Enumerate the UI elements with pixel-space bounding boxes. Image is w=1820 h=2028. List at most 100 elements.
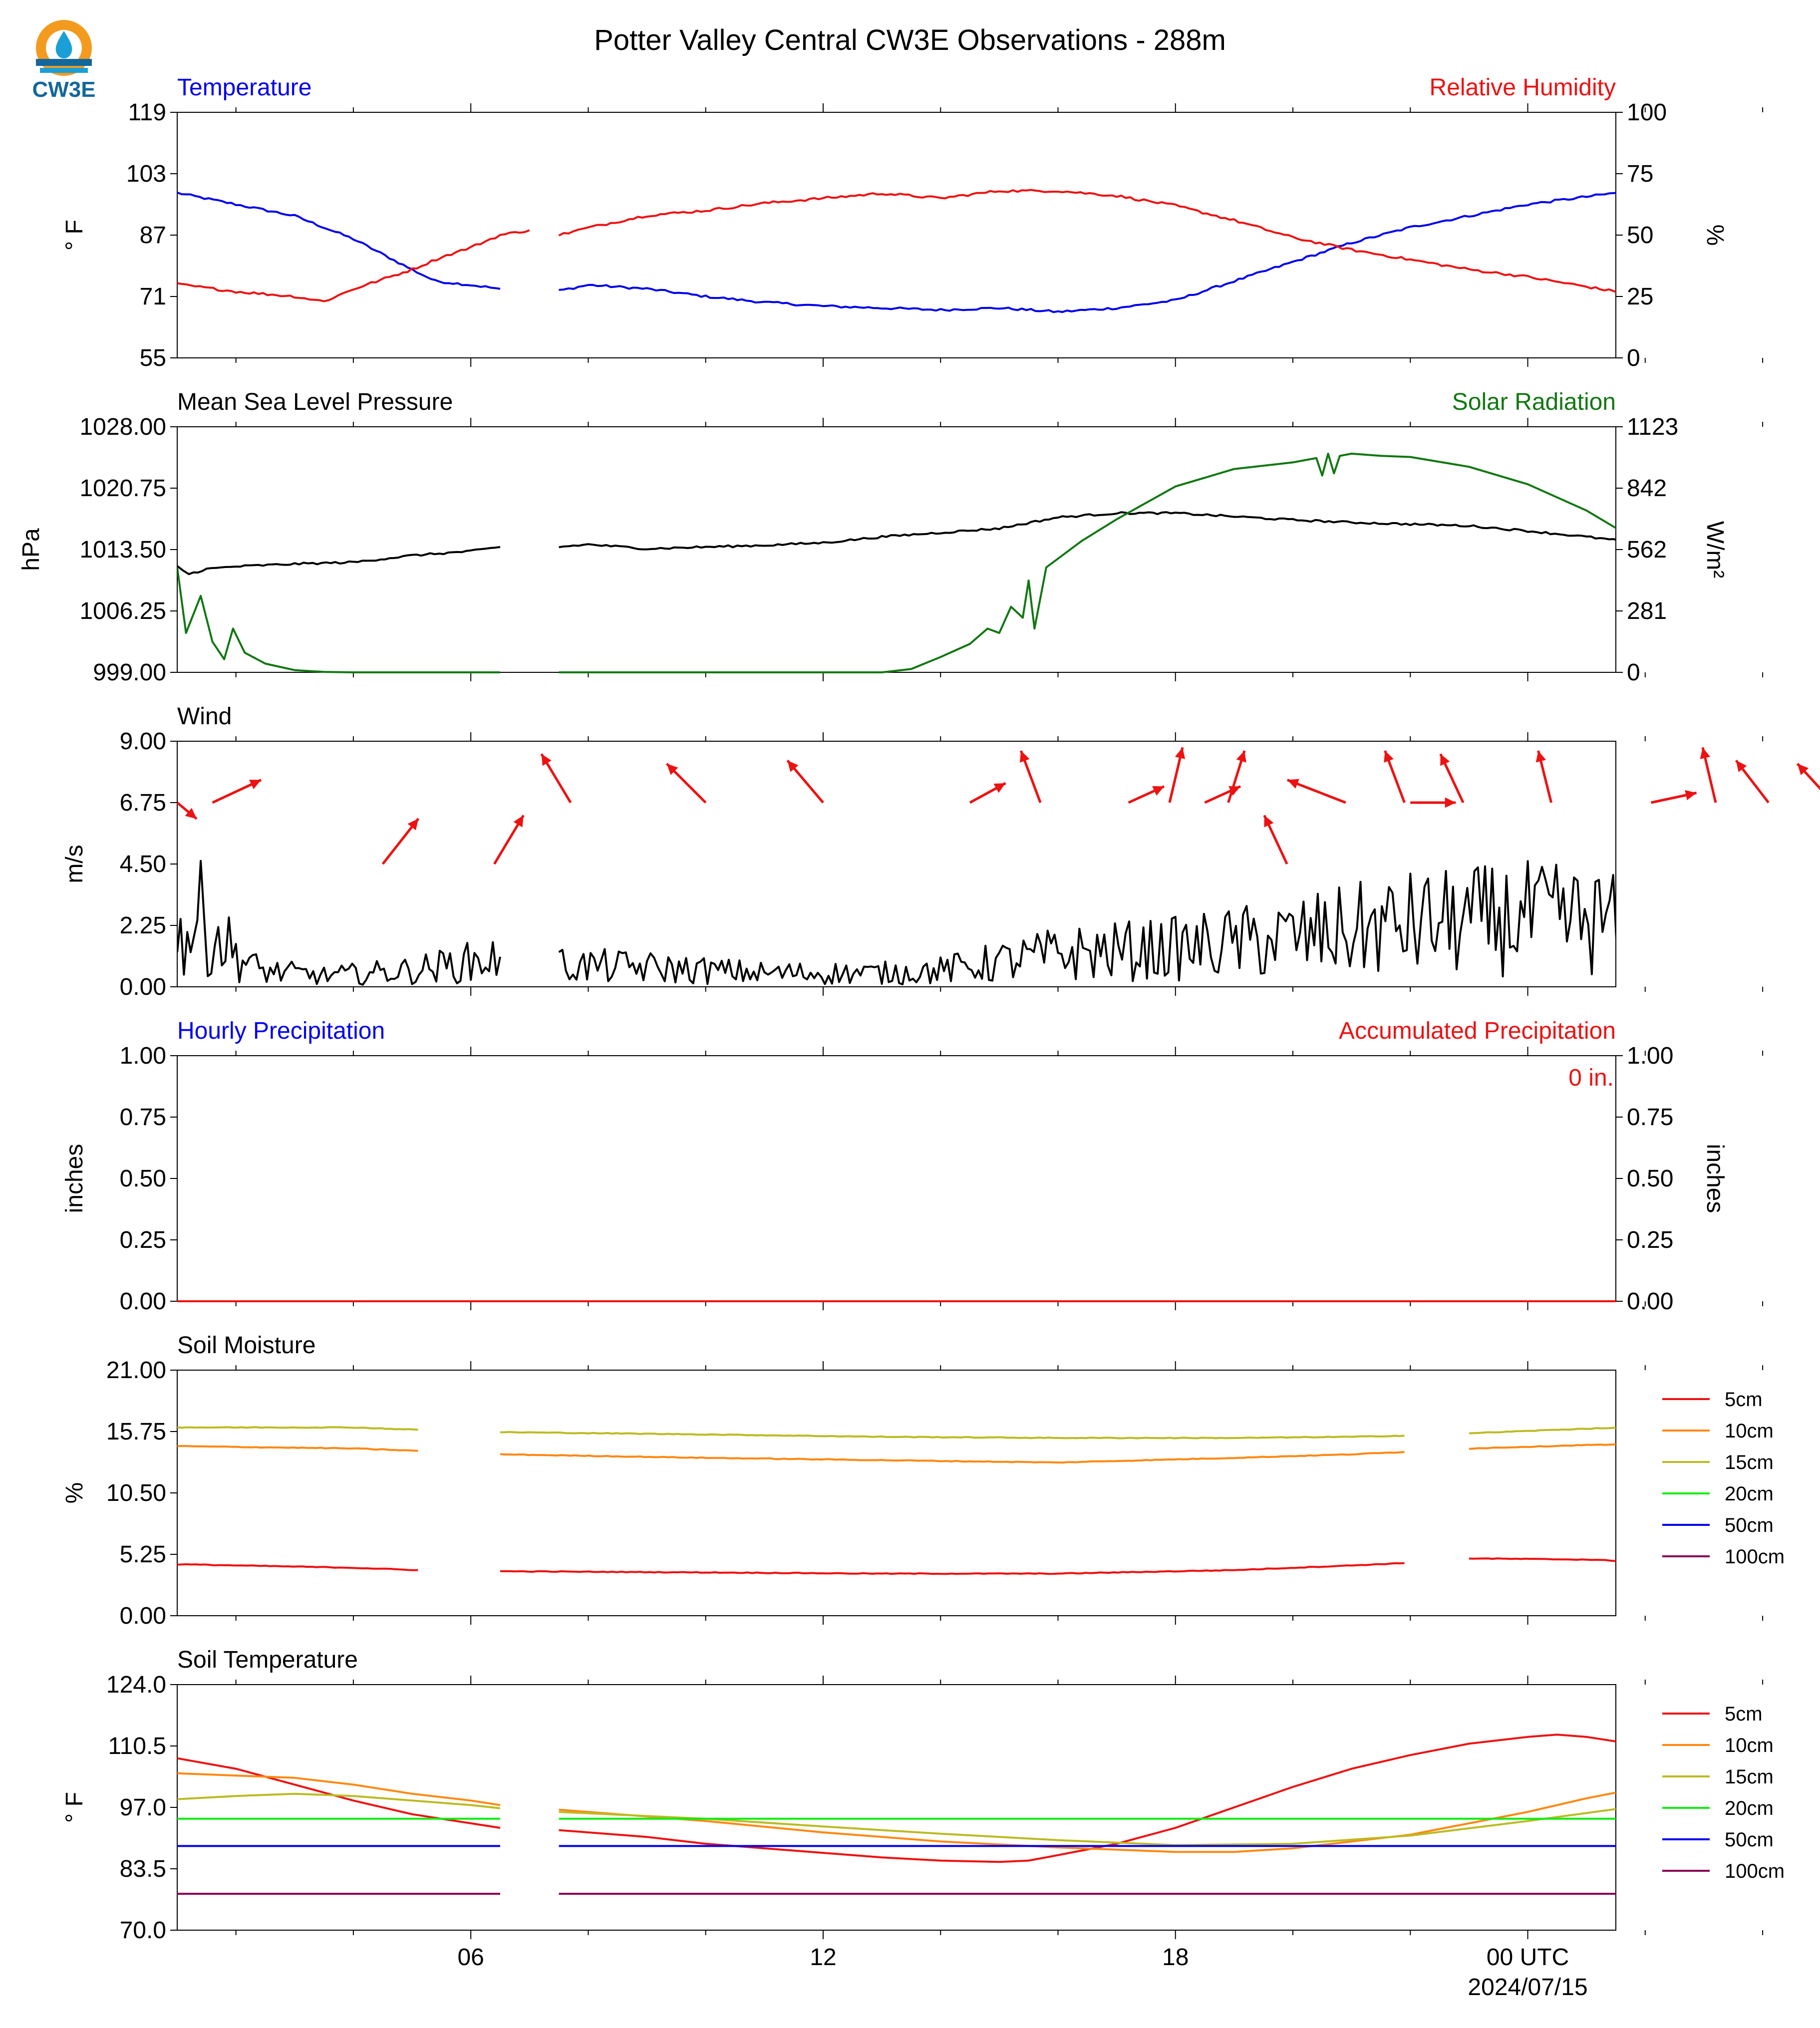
series-segment bbox=[558, 189, 1616, 293]
legend-label: 15cm bbox=[1725, 1451, 1774, 1473]
series-segment bbox=[177, 1757, 501, 1829]
panel-title-left: Temperature bbox=[177, 74, 311, 101]
y-tick-label-left: 124.0 bbox=[106, 1672, 166, 1698]
panel-title-left: Hourly Precipitation bbox=[177, 1018, 385, 1044]
panel-title-left: Mean Sea Level Pressure bbox=[177, 389, 453, 415]
y-tick-label-left: 70.0 bbox=[120, 1917, 166, 1944]
y-tick-label-left: 1.00 bbox=[120, 1043, 166, 1069]
y-tick-label-left: 97.0 bbox=[120, 1794, 166, 1821]
wind-arrow-head bbox=[249, 780, 262, 790]
y-tick-label-left: 1028.00 bbox=[79, 414, 166, 440]
series-wind-speed bbox=[177, 860, 1616, 986]
x-tick-label: 12 bbox=[810, 1944, 836, 1971]
wind-arrow-head bbox=[513, 815, 524, 828]
series-5cm bbox=[177, 1557, 1616, 1575]
wind-arrow bbox=[1439, 753, 1465, 804]
legend-label: 20cm bbox=[1725, 1483, 1774, 1505]
y-tick-label-left: 1020.75 bbox=[79, 475, 166, 502]
y-tick-label-left: 10.50 bbox=[106, 1480, 166, 1506]
series-segment bbox=[177, 567, 500, 673]
wind-arrow-head bbox=[1175, 747, 1186, 759]
y-tick-label-left: 0.50 bbox=[120, 1165, 166, 1192]
y-tick-label-left: 110.5 bbox=[108, 1733, 166, 1759]
y-tick-label-left: 9.00 bbox=[120, 728, 166, 755]
y-tick-label-right: 100 bbox=[1627, 99, 1667, 126]
y-axis-label-left: hPa bbox=[18, 528, 44, 571]
y-tick-label-left: 5.25 bbox=[120, 1541, 166, 1568]
wind-arrow-head bbox=[1736, 760, 1747, 772]
series-segment bbox=[500, 1451, 1405, 1464]
y-tick-label-left: 55 bbox=[140, 345, 166, 371]
y-tick-label-left: 15.75 bbox=[106, 1419, 166, 1445]
wind-arrow bbox=[1286, 779, 1346, 804]
series-segment bbox=[177, 1772, 501, 1806]
panel-soil_moisture: 0.00 5.25 10.50 15.75 21.00 Soil Moisture% 5cm… bbox=[61, 1332, 1785, 1629]
wind-arrow-head bbox=[1264, 815, 1274, 828]
wind-arrow-head bbox=[1236, 751, 1246, 763]
wind-arrow bbox=[1384, 750, 1406, 803]
y-tick-label-left: 21.00 bbox=[106, 1357, 166, 1384]
y-tick-label-left: 0.25 bbox=[120, 1227, 166, 1253]
legend-label: 100cm bbox=[1725, 1860, 1785, 1882]
y-tick-label-right: 0.00 bbox=[1627, 1288, 1673, 1315]
series-segment bbox=[559, 1734, 1616, 1863]
wind-arrow-head bbox=[1440, 754, 1450, 766]
y-tick-label-right: 1123 bbox=[1627, 414, 1678, 440]
y-tick-label-left: 83.5 bbox=[120, 1856, 166, 1882]
y-axis-label-left: ° F bbox=[61, 220, 88, 251]
series-mean-sea-level-pressure bbox=[177, 511, 1616, 576]
series-segment bbox=[1469, 1443, 1616, 1450]
wind-arrow-head bbox=[1384, 751, 1394, 763]
wind-arrow-head bbox=[1797, 764, 1809, 775]
wind-arrow bbox=[540, 753, 572, 804]
wind-arrow bbox=[1796, 763, 1820, 791]
y-tick-label-left: 0.75 bbox=[120, 1104, 166, 1131]
series-segment bbox=[177, 191, 501, 290]
series-segment bbox=[177, 1426, 418, 1431]
legend-label: 15cm bbox=[1725, 1766, 1774, 1788]
wind-arrow-head bbox=[787, 760, 799, 772]
panel-pressure_solar: 999.00 1006.25 1013.50 1020.75 1028.00 0 281 56… bbox=[18, 389, 1764, 686]
y-tick-label-right: 1.00 bbox=[1627, 1043, 1673, 1069]
wind-arrow bbox=[493, 815, 525, 865]
wind-arrow-head bbox=[1445, 797, 1456, 808]
y-tick-label-left: 87 bbox=[140, 222, 166, 249]
series-segment bbox=[1469, 1557, 1616, 1562]
wind-arrow-head bbox=[666, 764, 678, 775]
series-solar-radiation bbox=[177, 452, 1616, 673]
legend: 5cm 10cm 15cm 20cm 50cm 100cm bbox=[1662, 1703, 1785, 1882]
logo-text: CW3E bbox=[32, 77, 95, 102]
y-tick-label-left: 119 bbox=[128, 99, 166, 126]
series-segment bbox=[177, 229, 530, 302]
panel-title-right: Relative Humidity bbox=[1430, 74, 1616, 101]
wind-arrow bbox=[212, 779, 262, 804]
x-tick-label: 18 bbox=[1162, 1944, 1189, 1971]
accumulated-total-label: 0 in. bbox=[1568, 1065, 1614, 1091]
figure-title: Potter Valley Central CW3E Observations … bbox=[594, 24, 1226, 56]
y-tick-label-right: 0.50 bbox=[1627, 1165, 1673, 1192]
panel-precip: 0.00 0.25 0.50 0.75 1.00 0.00 0.25 0.50 0.75 1.00… bbox=[61, 1018, 1764, 1315]
series-segment bbox=[177, 546, 501, 576]
y-axis-label-left: ° F bbox=[61, 1792, 88, 1823]
series-segment bbox=[559, 452, 1616, 673]
legend-label: 100cm bbox=[1725, 1546, 1785, 1568]
y-tick-label-right: 75 bbox=[1627, 161, 1653, 187]
legend-label: 5cm bbox=[1725, 1703, 1763, 1725]
wind-arrow bbox=[969, 782, 1006, 804]
legend-label: 10cm bbox=[1725, 1735, 1774, 1756]
wind-arrow bbox=[1535, 750, 1553, 803]
legend: 5cm 10cm 15cm 20cm 50cm 100cm bbox=[1662, 1389, 1785, 1568]
wind-arrow bbox=[786, 759, 824, 804]
wind-arrows bbox=[176, 747, 1820, 865]
y-tick-label-left: 1013.50 bbox=[79, 537, 166, 563]
legend-label: 10cm bbox=[1725, 1420, 1774, 1442]
y-tick-label-right: 562 bbox=[1627, 537, 1667, 563]
chart-panels: 55 71 87 103 119 0 25 50 75 100 Temperature Relativ… bbox=[18, 74, 1820, 2001]
cw3e-logo: CW3E bbox=[32, 20, 96, 102]
series-10cm bbox=[177, 1443, 1616, 1464]
wind-arrow-head bbox=[1287, 779, 1299, 789]
y-tick-label-left: 1006.25 bbox=[79, 598, 166, 624]
series-segment bbox=[177, 1792, 501, 1809]
panel-title-left: Soil Temperature bbox=[177, 1647, 358, 1673]
